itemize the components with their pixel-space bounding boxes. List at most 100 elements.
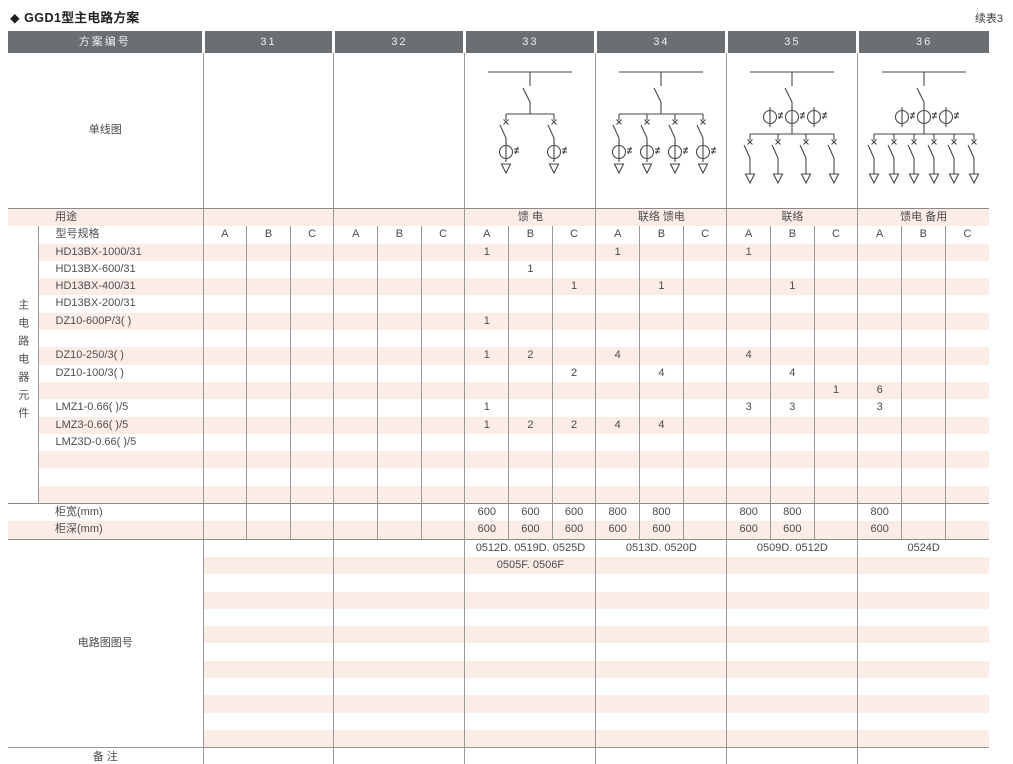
qty-cell-31A (202, 243, 247, 261)
qty-cell-36B (901, 260, 946, 279)
qty-cell-36A (857, 330, 902, 348)
qty-cell-31C (289, 468, 334, 486)
remarks-label: 备 注 (8, 747, 203, 764)
qty-cell-35C (813, 399, 858, 417)
qty-cell-33A: 1 (464, 399, 509, 417)
drawing-number-cell-32 (333, 574, 465, 592)
drawing-number-cell-34 (595, 626, 727, 644)
qty-cell-34A: 4 (595, 347, 640, 365)
qty-cell-36B (901, 278, 946, 296)
qty-cell-35B (770, 416, 815, 434)
drawing-number-row (8, 729, 989, 748)
drawing-number-cell-34: 0513D. 0520D (595, 538, 727, 557)
drawing-number-cell-31 (202, 591, 334, 609)
qty-cell-33A (464, 364, 509, 382)
qty-cell-33C (551, 295, 596, 313)
qty-cell-34A (595, 381, 640, 400)
qty-cell-36C (944, 295, 989, 313)
cabinet-width-cell-36B (901, 503, 946, 522)
qty-cell-33B (508, 468, 553, 486)
qty-cell-36B (901, 485, 946, 504)
qty-cell-31A (202, 295, 247, 313)
subcol-header-35A: A (726, 226, 771, 244)
qty-cell-32B (377, 260, 422, 279)
scheme-header-35: 35 (725, 31, 858, 53)
qty-cell-36C (944, 278, 989, 296)
scheme-header-row: 方案编号 31 32 33 34 35 36 (8, 31, 989, 53)
qty-cell-35B: 4 (770, 364, 815, 382)
qty-cell-34C (682, 468, 727, 486)
qty-cell-36A (857, 295, 902, 313)
qty-cell-31B (246, 485, 291, 504)
qty-cell-35B (770, 381, 815, 400)
subcol-header-36C: C (944, 226, 989, 244)
drawing-number-cell-32 (333, 643, 465, 661)
qty-cell-35A (726, 485, 771, 504)
model-label: LMZ3-0.66( )/5 (37, 416, 203, 434)
qty-cell-31A (202, 451, 247, 469)
subcol-header-36B: B (901, 226, 946, 244)
qty-cell-36A (857, 416, 902, 434)
cabinet-depth-cell-36B (901, 521, 946, 540)
component-row (8, 330, 989, 348)
qty-cell-31A (202, 278, 247, 296)
qty-cell-32B (377, 468, 422, 486)
cabinet-width-cell-32A (333, 503, 378, 522)
drawing-number-cell-34 (595, 608, 727, 627)
drawing-number-row (8, 660, 989, 679)
component-row: DZ10-250/3( ) 1 2 4 4 (8, 347, 989, 365)
component-row (8, 451, 989, 469)
drawing-number-cell-35 (726, 695, 858, 713)
qty-cell-35A (726, 312, 771, 331)
drawing-number-cell-36 (857, 626, 989, 644)
cabinet-width-cell-34B: 800 (639, 503, 684, 522)
qty-cell-32C (420, 451, 465, 469)
drawing-number-cell-36 (857, 678, 989, 696)
qty-cell-33B (508, 433, 553, 452)
qty-cell-33A (464, 278, 509, 296)
qty-cell-31B (246, 451, 291, 469)
qty-cell-33A (464, 381, 509, 400)
diagram-row: 单线图 (8, 53, 989, 209)
scheme-number-label: 方案编号 (8, 31, 203, 53)
drawing-number-cell-31 (202, 538, 334, 557)
subcol-header-34C: C (682, 226, 727, 244)
qty-cell-31B (246, 381, 291, 400)
qty-cell-32A (333, 260, 378, 279)
remarks-cell-35 (726, 747, 858, 764)
drawing-number-cell-36 (857, 556, 989, 575)
model-label: HD13BX-400/31 (37, 278, 203, 296)
page-title: ◆ GGD1型主电路方案 (10, 11, 140, 25)
drawing-number-row (8, 678, 989, 696)
cabinet-depth-cell-34A: 600 (595, 521, 640, 540)
cabinet-depth-cell-36A: 600 (857, 521, 902, 540)
drawing-number-cell-36 (857, 729, 989, 748)
qty-cell-31A (202, 260, 247, 279)
usage-cell-35: 联络 (726, 208, 858, 227)
subcol-header-31C: C (289, 226, 334, 244)
qty-cell-33A (464, 260, 509, 279)
qty-cell-32B (377, 416, 422, 434)
cabinet-depth-cell-33B: 600 (508, 521, 553, 540)
qty-cell-35B: 3 (770, 399, 815, 417)
qty-cell-31B (246, 312, 291, 331)
drawing-number-cell-33 (464, 678, 596, 696)
qty-cell-36A (857, 364, 902, 382)
qty-cell-33C (551, 381, 596, 400)
qty-cell-34B: 4 (639, 364, 684, 382)
qty-cell-34B (639, 295, 684, 313)
qty-cell-31B (246, 243, 291, 261)
qty-cell-32C (420, 243, 465, 261)
qty-cell-32B (377, 312, 422, 331)
qty-cell-31C (289, 260, 334, 279)
qty-cell-32A (333, 381, 378, 400)
component-row: HD13BX-600/31 1 (8, 260, 989, 279)
qty-cell-32C (420, 295, 465, 313)
single-line-diagram-33 (464, 53, 596, 209)
drawing-number-cell-34 (595, 556, 727, 575)
qty-cell-34C (682, 399, 727, 417)
drawing-number-cell-36 (857, 591, 989, 609)
spec-header-label: 型号规格 (37, 226, 203, 244)
qty-cell-34A (595, 451, 640, 469)
spec-header-row: 主电路电器元件 型号规格 A B C A B C A B C A B C A B C A B C (8, 226, 989, 504)
